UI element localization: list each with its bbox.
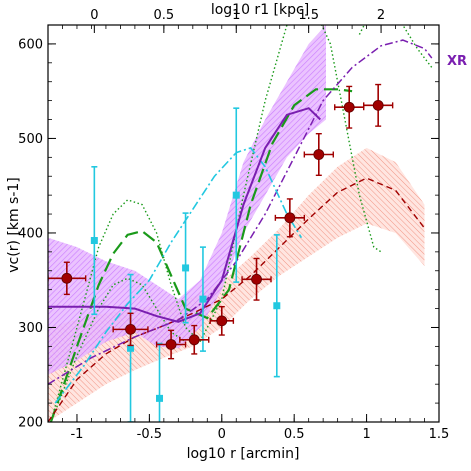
red-data-point [334, 85, 365, 129]
cyan-square-marker [156, 394, 164, 402]
cyan-square-marker [127, 344, 135, 352]
cyan-data-point [156, 342, 164, 422]
red-circle-marker [372, 99, 384, 111]
cyan-data-point [182, 212, 190, 324]
red-data-point [274, 198, 306, 238]
top-tick-label: 1.5 [298, 8, 319, 23]
top-tick-label: 0 [90, 8, 98, 23]
cyan-square-marker [232, 191, 240, 199]
violet-band [48, 25, 326, 375]
red-data-point [303, 133, 334, 176]
top-tick-label: 1 [232, 8, 240, 23]
cyan-data-point [232, 107, 240, 283]
top-tick-label: 0.5 [154, 8, 175, 23]
y-tick-label: 600 [18, 37, 43, 52]
y-tick-label: 400 [18, 226, 43, 241]
red-circle-marker [216, 315, 228, 327]
x-tick-label: 1.5 [429, 427, 450, 442]
plot-frame [47, 24, 440, 423]
dashed-red-line [48, 177, 426, 422]
red-circle-marker [251, 273, 262, 285]
red-circle-marker [165, 339, 177, 350]
x-tick-label: 0 [218, 427, 226, 442]
solid-purple-line [48, 107, 321, 323]
cyan-data-point [273, 234, 281, 378]
red-data-point [112, 312, 149, 347]
cyan-square-marker [90, 237, 98, 245]
x-tick-label: -0.5 [137, 427, 162, 442]
top-tick-label: 2 [377, 8, 385, 23]
axes: -1 -0.5 0 0.5 1 1.5 200 300 400 500 600 0 0.5 1 1.5 2 [18, 8, 449, 442]
cyan-square-marker [199, 295, 207, 303]
red-circle-marker [188, 334, 200, 346]
red-circle-marker [343, 101, 355, 113]
dotted-green-right [358, 25, 433, 68]
red-data-point [241, 257, 272, 301]
x-axis-label: log10 r [arcmin] [187, 446, 300, 462]
cyan-data-point [127, 273, 135, 422]
dashdot-purple-line [48, 39, 433, 385]
red-circle-marker [61, 272, 73, 284]
red-circle-marker [125, 323, 136, 335]
y-tick-label: 300 [18, 321, 43, 336]
y-tick-label: 200 [18, 416, 43, 431]
plot-area [48, 25, 433, 422]
cyan-data-point [90, 165, 98, 316]
x-tick-label: -1 [70, 427, 83, 442]
salmon-band [48, 147, 425, 422]
dotted-green-line [50, 25, 382, 422]
red-data-point [362, 83, 394, 127]
red-data-point [48, 261, 87, 296]
cyan-data-point [199, 246, 207, 352]
x-tick-label: 0.5 [284, 427, 305, 442]
red-data-point [179, 324, 210, 355]
red-circle-marker [313, 149, 325, 160]
top-axis-label: log10 r1 [kpc] [211, 2, 309, 18]
y-axis-label: vc(r) [km s-1] [6, 177, 22, 272]
dashdot-cyan-line [54, 146, 303, 404]
red-data-point [209, 305, 235, 336]
cyan-square-marker [273, 302, 281, 310]
cyan-square-marker [182, 264, 190, 272]
x-tick-label: 1 [362, 427, 370, 442]
red-data-point [155, 329, 187, 360]
y-tick-label: 500 [18, 132, 43, 147]
xr-label: XR [447, 54, 467, 69]
red-circle-marker [284, 212, 296, 224]
